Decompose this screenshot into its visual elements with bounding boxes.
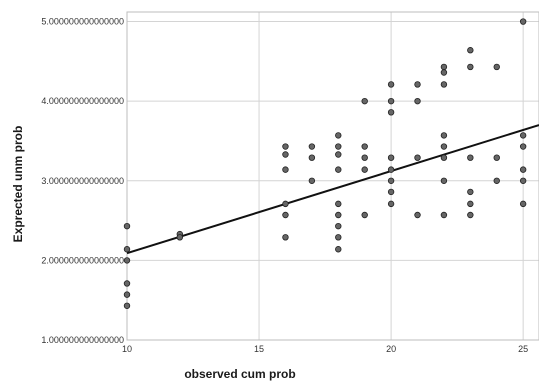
x-tick-label: 20 bbox=[386, 344, 396, 354]
data-point bbox=[467, 188, 474, 196]
x-tick-label: 10 bbox=[122, 344, 132, 354]
y-tick-label: 2.000000000000000 bbox=[41, 255, 124, 265]
data-point bbox=[519, 177, 527, 184]
data-point bbox=[493, 63, 500, 71]
data-point bbox=[335, 234, 342, 241]
x-tick-label: 15 bbox=[254, 344, 264, 354]
data-point bbox=[493, 154, 500, 161]
data-point bbox=[440, 63, 448, 71]
data-point bbox=[414, 154, 421, 161]
data-point bbox=[282, 200, 289, 208]
data-point bbox=[519, 143, 527, 150]
data-point bbox=[519, 132, 527, 139]
data-point bbox=[361, 154, 368, 161]
data-point bbox=[123, 257, 131, 264]
data-point bbox=[123, 246, 131, 253]
data-points bbox=[123, 18, 527, 309]
data-point bbox=[387, 97, 395, 105]
data-point bbox=[282, 143, 289, 150]
data-point bbox=[440, 211, 448, 219]
data-point bbox=[440, 81, 448, 88]
data-point bbox=[335, 166, 342, 173]
data-point bbox=[176, 234, 184, 241]
x-tick-label: 25 bbox=[518, 344, 528, 354]
data-point bbox=[282, 234, 289, 241]
data-point bbox=[123, 302, 131, 309]
data-point bbox=[440, 143, 448, 150]
data-point bbox=[519, 166, 527, 173]
y-tick-label: 1.000000000000000 bbox=[41, 335, 124, 345]
data-point bbox=[387, 154, 395, 161]
x-axis-ticks: 10 15 20 25 bbox=[122, 344, 528, 354]
data-point bbox=[493, 177, 500, 184]
data-point bbox=[123, 222, 131, 230]
data-point bbox=[440, 154, 448, 161]
data-point bbox=[440, 132, 448, 139]
data-point bbox=[387, 200, 395, 208]
data-point bbox=[361, 97, 368, 105]
data-point bbox=[335, 222, 342, 230]
data-point bbox=[414, 81, 421, 88]
data-point bbox=[335, 132, 342, 139]
y-axis-title: Exprected unm prob bbox=[11, 126, 25, 243]
data-point bbox=[387, 81, 395, 88]
data-point bbox=[467, 47, 474, 54]
data-point bbox=[467, 211, 474, 219]
data-point bbox=[335, 151, 342, 158]
y-tick-label: 4.000000000000000 bbox=[41, 96, 124, 106]
data-point bbox=[282, 211, 289, 219]
data-point bbox=[387, 177, 395, 184]
data-point bbox=[414, 97, 421, 105]
x-axis-title: observed cum prob bbox=[184, 367, 295, 381]
data-point bbox=[282, 166, 289, 173]
data-point bbox=[361, 143, 368, 150]
data-point bbox=[440, 177, 448, 184]
grid-lines bbox=[127, 12, 539, 340]
data-point bbox=[467, 154, 474, 161]
y-tick-label: 5.000000000000000 bbox=[41, 17, 124, 27]
data-point bbox=[123, 280, 131, 287]
data-point bbox=[387, 109, 395, 116]
y-tick-label: 3.000000000000000 bbox=[41, 176, 124, 186]
data-point bbox=[335, 200, 342, 208]
data-point bbox=[361, 211, 368, 219]
data-point bbox=[440, 69, 448, 76]
data-point bbox=[282, 151, 289, 158]
data-point bbox=[123, 291, 131, 298]
data-point bbox=[414, 211, 421, 219]
data-point bbox=[519, 200, 527, 208]
data-point bbox=[335, 246, 342, 253]
regression-fit-line bbox=[126, 124, 539, 255]
data-point bbox=[387, 188, 395, 196]
plot-area-frame bbox=[126, 11, 539, 341]
data-point bbox=[467, 200, 474, 208]
data-point bbox=[387, 166, 395, 173]
data-point bbox=[335, 211, 342, 219]
y-axis-ticks: 1.000000000000000 2.000000000000000 3.0000… bbox=[41, 17, 124, 345]
data-point bbox=[519, 18, 527, 25]
data-point bbox=[467, 63, 474, 71]
data-point bbox=[335, 143, 342, 150]
data-point bbox=[361, 166, 368, 173]
data-point bbox=[308, 154, 316, 161]
data-point bbox=[308, 177, 316, 184]
data-point bbox=[308, 143, 316, 150]
